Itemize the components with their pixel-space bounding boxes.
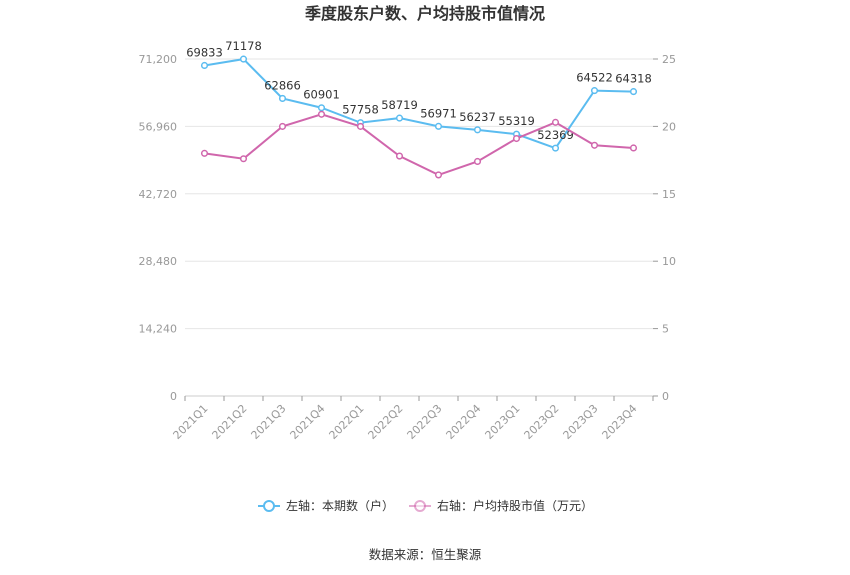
legend-item-2[interactable]: 右轴：户均持股市值（万元） bbox=[409, 498, 593, 513]
right-axis: 0 5 10 15 20 25 bbox=[653, 53, 676, 403]
left-tick-label: 71,200 bbox=[139, 53, 178, 66]
right-tick-label: 15 bbox=[662, 188, 676, 201]
right-tick-label: 0 bbox=[662, 390, 669, 403]
data-label: 64318 bbox=[615, 72, 652, 86]
right-tick-label: 20 bbox=[662, 120, 676, 133]
legend-marker-icon bbox=[414, 500, 426, 512]
legend-item-1[interactable]: 左轴：本期数（户） bbox=[258, 498, 394, 513]
x-tick-label: 2023Q1 bbox=[483, 402, 523, 442]
left-tick-label: 28,480 bbox=[139, 255, 178, 268]
legend-label: 右轴：户均持股市值（万元） bbox=[437, 498, 593, 513]
data-point bbox=[590, 141, 599, 149]
right-tick-label: 5 bbox=[662, 323, 669, 336]
data-point bbox=[512, 134, 521, 143]
source-note: 数据来源：恒生聚源 bbox=[369, 547, 482, 562]
data-label: 58719 bbox=[381, 98, 418, 112]
x-tick-label: 2022Q4 bbox=[444, 402, 484, 442]
x-axis: 2021Q12021Q22021Q32021Q42022Q12022Q22022… bbox=[171, 396, 654, 442]
data-label: 62866 bbox=[264, 78, 301, 92]
data-point bbox=[317, 110, 326, 118]
x-tick-label: 2023Q2 bbox=[522, 402, 562, 442]
chart-title: 季度股东户数、户均持股市值情况 bbox=[304, 4, 545, 23]
x-tick-label: 2021Q1 bbox=[171, 402, 211, 442]
left-axis: 0 14,240 28,480 42,720 56,960 71,200 bbox=[139, 53, 178, 403]
series-line-2 bbox=[204, 113, 634, 177]
data-label: 69833 bbox=[186, 45, 223, 59]
data-point bbox=[200, 61, 209, 70]
data-point bbox=[473, 126, 482, 134]
x-tick-label: 2022Q1 bbox=[327, 402, 367, 442]
data-point bbox=[200, 149, 209, 157]
data-point bbox=[629, 88, 638, 96]
left-tick-label: 56,960 bbox=[139, 120, 178, 133]
data-point bbox=[629, 144, 638, 152]
data-point bbox=[239, 55, 248, 63]
data-point bbox=[473, 157, 482, 165]
data-point bbox=[395, 152, 404, 160]
data-label: 52369 bbox=[537, 128, 574, 142]
data-point bbox=[434, 171, 443, 179]
data-point bbox=[278, 122, 287, 130]
series-line-1 bbox=[204, 58, 634, 150]
left-tick-label: 14,240 bbox=[139, 323, 178, 336]
data-label: 64522 bbox=[576, 71, 613, 85]
data-label: 71178 bbox=[225, 39, 262, 53]
data-point bbox=[317, 104, 326, 112]
data-label: 56237 bbox=[459, 110, 496, 124]
right-tick-label: 10 bbox=[662, 255, 676, 268]
data-point bbox=[434, 122, 443, 130]
x-tick-label: 2022Q2 bbox=[366, 402, 406, 442]
x-tick-label: 2022Q3 bbox=[405, 402, 445, 442]
x-tick-label: 2021Q2 bbox=[210, 402, 250, 442]
data-label: 57758 bbox=[342, 103, 379, 117]
x-tick-label: 2021Q4 bbox=[288, 402, 328, 442]
left-tick-label: 42,720 bbox=[139, 188, 178, 201]
right-tick-label: 25 bbox=[662, 53, 676, 66]
data-point bbox=[590, 87, 599, 95]
data-point bbox=[239, 155, 248, 163]
data-label: 60901 bbox=[303, 88, 340, 102]
data-point bbox=[395, 114, 404, 122]
x-tick-label: 2023Q4 bbox=[600, 402, 640, 442]
legend-label: 左轴：本期数（户） bbox=[286, 498, 394, 513]
data-label: 55319 bbox=[498, 114, 535, 128]
data-point bbox=[551, 144, 560, 152]
legend[interactable]: 左轴：本期数（户） 右轴：户均持股市值（万元） bbox=[258, 498, 593, 513]
data-point bbox=[356, 122, 365, 130]
left-tick-label: 0 bbox=[170, 390, 177, 403]
x-tick-label: 2023Q3 bbox=[561, 402, 601, 442]
x-tick-label: 2021Q3 bbox=[249, 402, 289, 442]
data-point bbox=[551, 118, 560, 126]
legend-marker-icon bbox=[263, 500, 275, 512]
data-point bbox=[278, 94, 287, 102]
data-label: 56971 bbox=[420, 106, 457, 120]
